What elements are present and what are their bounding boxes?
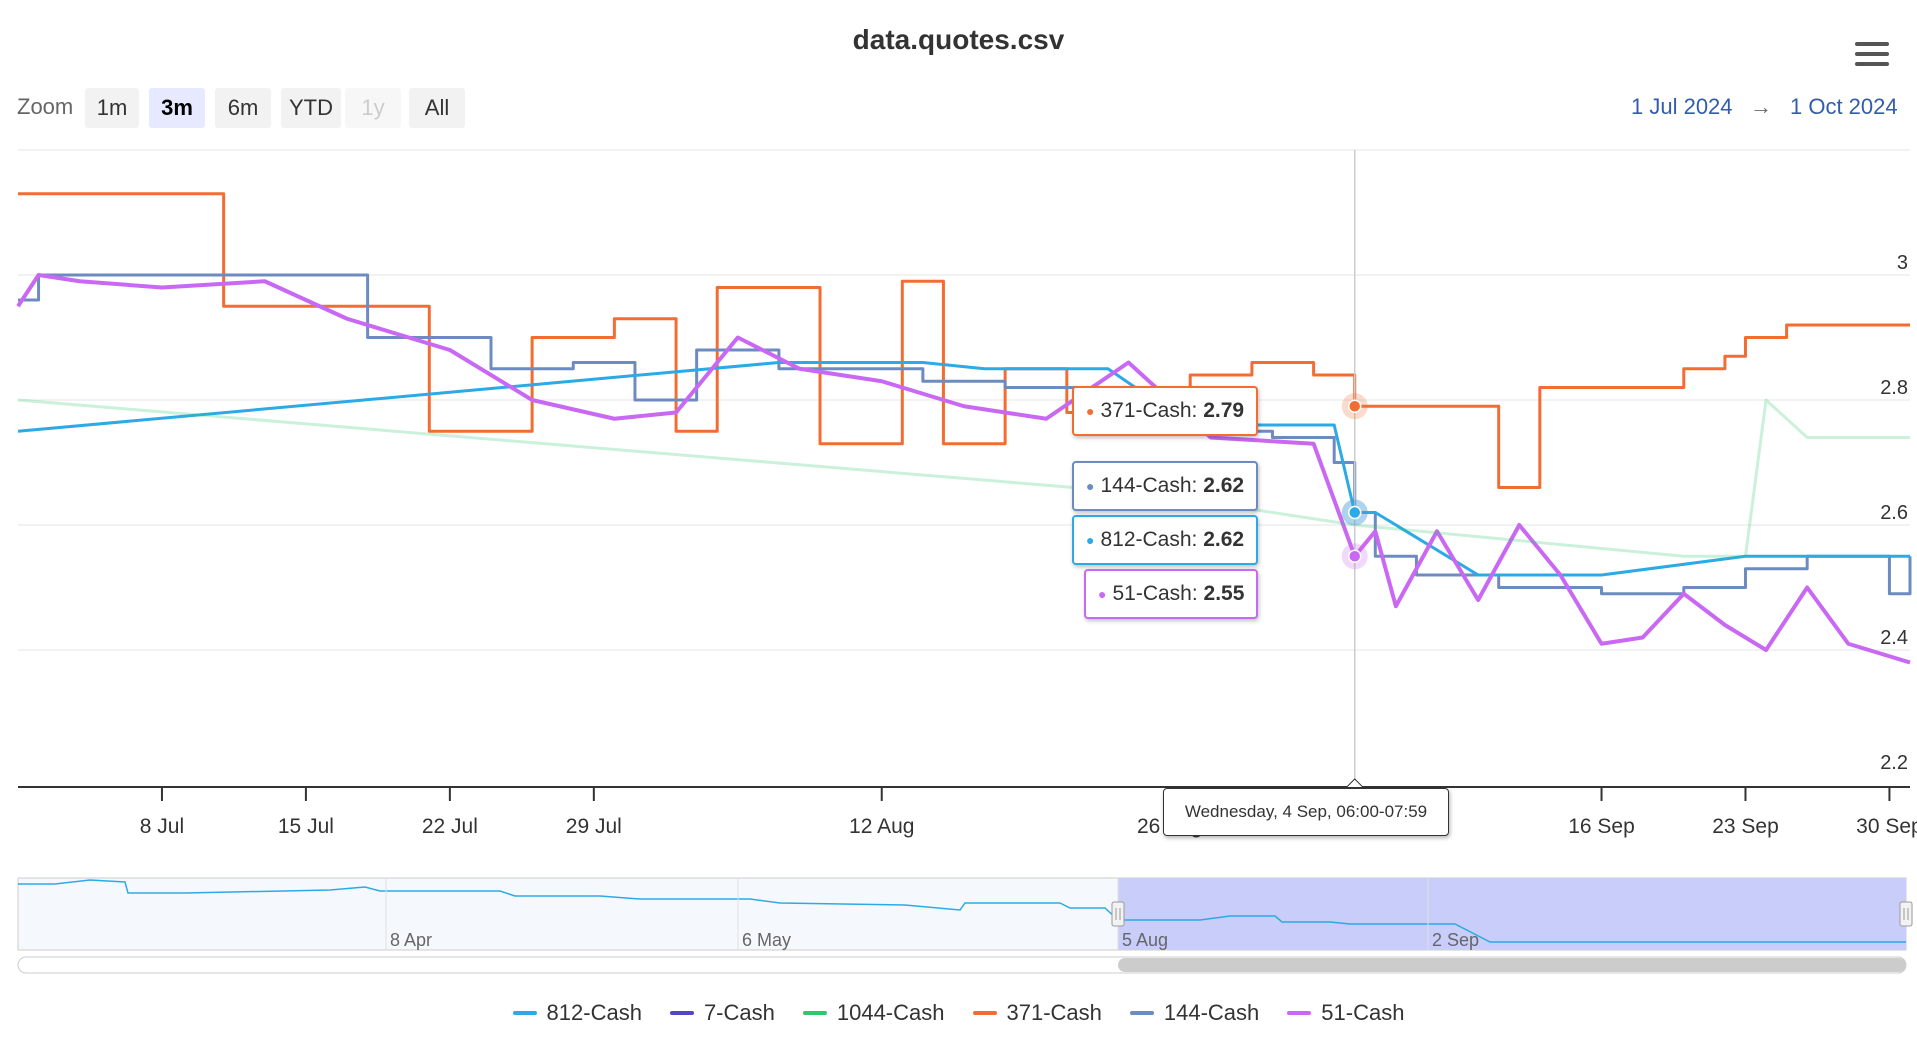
hover-marker-812-cash	[1347, 505, 1362, 520]
navigator[interactable]: 8 Apr 6 May 5 Aug 2 Sep	[17, 877, 1913, 974]
zoom-3m-button[interactable]: 3m	[149, 88, 205, 128]
marker-layer	[1341, 150, 1368, 788]
y-tick-label: 2.2	[1880, 752, 1908, 774]
legend-swatch	[1287, 1011, 1312, 1015]
tooltip-value: 2.62	[1203, 528, 1245, 551]
tooltip-51-cash: ● 51-Cash: 2.55	[1084, 569, 1259, 619]
hamburger-menu-icon[interactable]	[1855, 42, 1889, 70]
series-line-371-cash	[18, 192, 1910, 489]
tooltip-144-cash: ● 144-Cash: 2.62	[1072, 461, 1259, 511]
legend-label: 1044-Cash	[836, 1000, 945, 1025]
x-tick-label: 15 Jul	[278, 815, 334, 838]
tooltip-value: 2.62	[1203, 474, 1245, 497]
crosshair-pointer	[1346, 778, 1364, 788]
tooltip-371-cash: ● 371-Cash: 2.79	[1072, 386, 1259, 436]
x-tick-label: 8 Jul	[140, 815, 184, 838]
legend-item-144-cash[interactable]: 144-Cash	[1129, 1000, 1260, 1026]
tooltip-dot: ●	[1086, 403, 1095, 420]
zoom-ytd-button[interactable]: YTD	[281, 88, 341, 128]
legend-label: 51-Cash	[1321, 1000, 1405, 1025]
y-tick-label: 2.6	[1880, 502, 1908, 524]
tooltip-series-name: 144-Cash	[1100, 474, 1192, 497]
x-tick-label: 22 Jul	[422, 815, 478, 838]
legend-swatch	[802, 1011, 827, 1015]
y-tick-label: 3	[1897, 252, 1908, 274]
x-tick-label: 30 Sep	[1856, 815, 1917, 838]
legend-item-1044-cash[interactable]: 1044-Cash	[802, 1000, 945, 1026]
tooltip-series-name: 812-Cash	[1100, 528, 1192, 551]
legend-label: 371-Cash	[1006, 1000, 1102, 1025]
grid-layer	[18, 149, 1910, 651]
chart-title: data.quotes.csv	[852, 24, 1065, 55]
x-tick-label: 12 Aug	[849, 815, 914, 838]
tooltip-dot: ●	[1098, 586, 1107, 603]
tooltip-value: 2.79	[1203, 399, 1245, 422]
tooltip-value: 2.55	[1203, 582, 1245, 605]
navigator-series-line	[18, 879, 1906, 943]
zoom-label: Zoom	[17, 94, 74, 119]
legend-item-812-cash[interactable]: 812-Cash	[512, 1000, 642, 1026]
zoom-1y-button: 1y	[345, 88, 401, 128]
legend-item-371-cash[interactable]: 371-Cash	[972, 1000, 1102, 1026]
legend-item-51-cash[interactable]: 51-Cash	[1287, 1000, 1404, 1026]
navigator-date-label: 8 Apr	[390, 930, 432, 950]
x-tick-label: 29 Jul	[566, 815, 622, 838]
navigator-date-label: 5 Aug	[1122, 930, 1168, 950]
range-from-date[interactable]: 1 Jul 2024	[1631, 94, 1733, 119]
series-line-1044-cash	[17, 398, 1910, 558]
series-layer	[16, 192, 1912, 665]
legend-swatch	[1129, 1011, 1154, 1015]
x-tick-label: 23 Sep	[1712, 815, 1779, 838]
series-line-51-cash	[16, 273, 1911, 665]
tooltip-dot: ●	[1086, 532, 1095, 549]
navigator-selected-range	[1118, 878, 1906, 950]
legend: 812-Cash 7-Cash 1044-Cash 371-Cash 144-C…	[0, 1000, 1917, 1026]
navigator-date-label: 2 Sep	[1432, 930, 1479, 950]
zoom-1m-button[interactable]: 1m	[85, 88, 139, 128]
legend-swatch	[512, 1011, 537, 1015]
series-line-812-cash	[17, 361, 1910, 577]
legend-label: 144-Cash	[1163, 1000, 1260, 1025]
legend-label: 7-Cash	[703, 1000, 775, 1025]
tooltip-812-cash: ● 812-Cash: 2.62	[1072, 515, 1259, 565]
y-tick-label: 2.4	[1880, 627, 1908, 649]
legend-label: 812-Cash	[546, 1000, 642, 1025]
legend-swatch	[669, 1011, 694, 1015]
legend-item-7-cash[interactable]: 7-Cash	[669, 1000, 775, 1026]
zoom-all-button[interactable]: All	[409, 88, 465, 128]
navigator-right-handle[interactable]	[1899, 901, 1913, 927]
tooltip-series-name: 371-Cash	[1100, 399, 1192, 422]
series-line-144-cash	[18, 273, 1912, 596]
tooltip-date: Wednesday, 4 Sep, 06:00-07:59	[1163, 788, 1449, 836]
navigator-scrollbar-thumb[interactable]	[1118, 958, 1906, 972]
zoom-6m-button[interactable]: 6m	[215, 88, 271, 128]
tooltip-dot: ●	[1086, 478, 1095, 495]
hover-marker-51-cash	[1347, 549, 1362, 563]
legend-swatch	[972, 1011, 997, 1015]
range-to-date[interactable]: 1 Oct 2024	[1790, 94, 1898, 119]
tooltip-series-name: 51-Cash	[1112, 582, 1192, 605]
y-tick-label: 2.8	[1880, 377, 1908, 399]
navigator-date-label: 6 May	[742, 930, 791, 950]
axis-layer: 2.2 2.4 2.6 2.8 3 8 Jul 15 Jul 22 Jul 29 Jul 12 A…	[18, 252, 1917, 838]
hover-marker-371-cash	[1347, 399, 1362, 413]
navigator-left-handle[interactable]	[1111, 901, 1125, 927]
x-tick-label: 16 Sep	[1568, 815, 1635, 838]
range-arrow: →	[1750, 94, 1772, 119]
